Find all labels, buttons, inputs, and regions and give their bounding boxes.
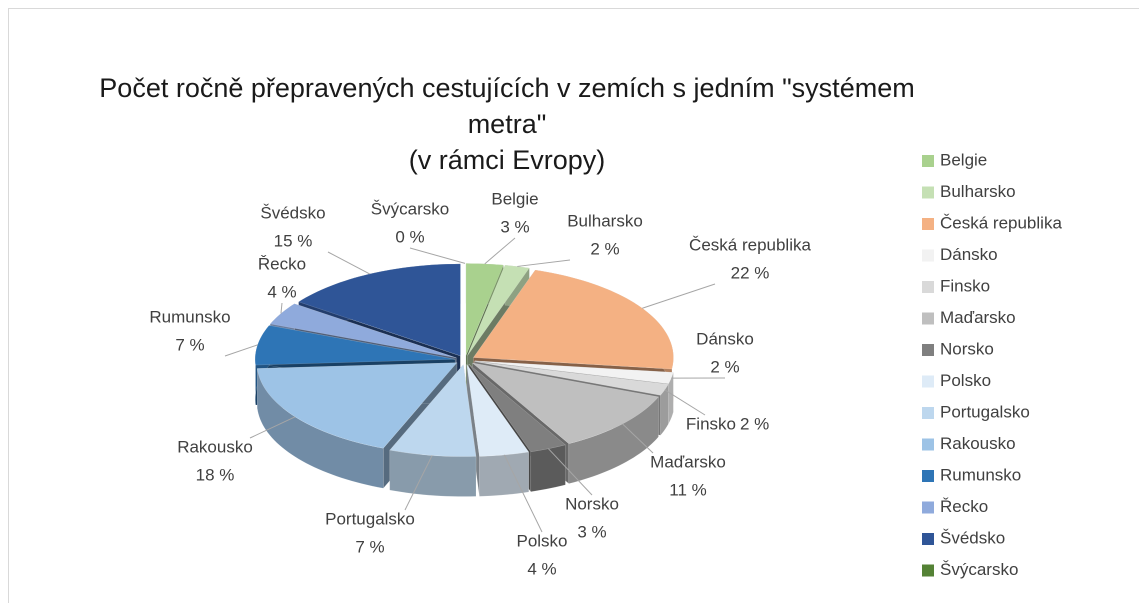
slice-top (468, 364, 566, 452)
legend-label: Bulharsko (940, 182, 1016, 201)
slice (466, 363, 530, 497)
leader-line (548, 448, 593, 496)
legend-swatch (922, 407, 934, 419)
legend-swatch (922, 249, 934, 262)
leader-line (642, 283, 716, 309)
data-label-name: Polsko (516, 531, 567, 550)
legend-label: Norsko (940, 339, 994, 358)
leader-line (503, 454, 543, 533)
leader-line (517, 259, 571, 267)
slice-top (471, 362, 659, 444)
leader-line (327, 251, 370, 275)
leader-line (409, 247, 466, 264)
slice-top (254, 325, 456, 366)
legend-swatch (922, 564, 934, 577)
data-label-value: 2 % (740, 414, 769, 433)
legend-swatch (922, 533, 934, 545)
slice-wall (668, 372, 674, 424)
legend-label: Polsko (940, 371, 991, 390)
legend-swatch (922, 438, 934, 451)
data-label-value: 18 % (196, 465, 235, 484)
legend-label: Řecko (940, 497, 988, 516)
legend-label: Finsko (940, 276, 990, 295)
slice-wall (257, 368, 384, 489)
data-label-value: 2 % (590, 239, 619, 258)
legend-label: Portugalsko (940, 402, 1030, 421)
slice-top (389, 363, 477, 457)
data-label-value: 7 % (355, 537, 384, 556)
chart-border (8, 8, 1139, 603)
slice (389, 363, 477, 497)
data-label-value: 15 % (274, 231, 313, 250)
legend-label: Švédsko (940, 528, 1005, 547)
legend-label: Česká republika (940, 213, 1062, 232)
legend-label: Rakousko (940, 434, 1016, 453)
leader-line (664, 389, 706, 416)
slice-top (467, 264, 530, 356)
leader-line (404, 455, 433, 511)
data-label-name: Norsko (565, 494, 619, 513)
data-label-value: 3 % (577, 522, 606, 541)
legend-label: Švýcarsko (940, 560, 1018, 579)
data-label-value: 4 % (527, 559, 556, 578)
legend-swatch (922, 218, 934, 230)
data-label-value: 0 % (395, 227, 424, 246)
data-label-name: Česká republika (689, 235, 811, 254)
leader-line (484, 237, 516, 265)
legend-swatch (922, 281, 934, 293)
data-label-name: Švýcarsko (371, 199, 449, 218)
data-label-name: Řecko (258, 254, 306, 273)
data-label-value: 2 % (710, 357, 739, 376)
legend-swatch (922, 344, 934, 356)
slice-top (472, 269, 674, 370)
data-label-name: Rakousko (177, 437, 253, 456)
data-label-name: Rumunsko (149, 307, 230, 326)
data-label-value: 11 % (669, 480, 707, 499)
legend-swatch (922, 186, 934, 199)
data-label-value: 22 % (731, 263, 770, 282)
data-label-name: Portugalsko (325, 509, 415, 528)
slice-top (474, 361, 669, 396)
slice-wall (568, 396, 659, 484)
leader-line (224, 344, 258, 357)
leader-line (280, 302, 283, 314)
chart-title: Počet ročně přepravených cestujících v z… (99, 73, 915, 139)
slice-top (466, 364, 530, 457)
slice-top (465, 263, 504, 356)
data-label-name: Bulharsko (567, 211, 643, 230)
slice-top (269, 303, 457, 359)
slice-top (298, 263, 461, 357)
leader-line (622, 423, 654, 454)
slice-wall (530, 444, 566, 493)
legend-swatch (922, 470, 934, 482)
legend-swatch (922, 312, 934, 325)
legend-swatch (922, 375, 934, 388)
data-label-name: Dánsko (696, 329, 754, 348)
data-label-name: Finsko (686, 414, 736, 433)
legend-label: Rumunsko (940, 465, 1021, 484)
chart-subtitle: (v rámci Evropy) (408, 145, 606, 175)
data-label-name: Švédsko (260, 203, 325, 222)
legend-label: Dánsko (940, 245, 998, 264)
legend-swatch (922, 155, 934, 167)
data-label-value: 3 % (500, 217, 529, 236)
data-label-value: 7 % (175, 335, 204, 354)
legend-swatch (922, 501, 934, 514)
slice-wall (389, 449, 477, 497)
legend-label: Maďarsko (940, 308, 1016, 327)
slice-top (474, 360, 674, 385)
data-label-name: Maďarsko (650, 452, 726, 471)
legend-label: Belgie (940, 150, 987, 169)
leader-line (249, 416, 296, 439)
data-label-value: 4 % (267, 282, 296, 301)
data-label-name: Belgie (491, 189, 538, 208)
